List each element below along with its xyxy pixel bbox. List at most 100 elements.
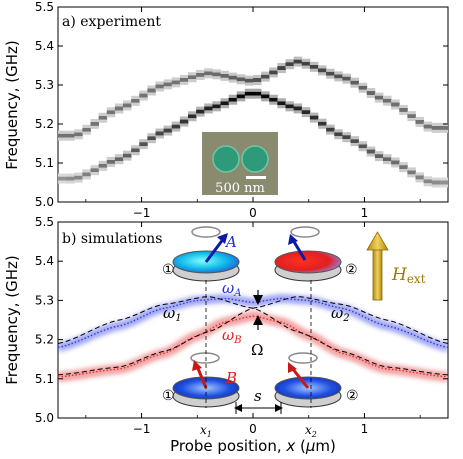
spectrum-halo — [253, 95, 262, 99]
spectrum-halo — [155, 88, 165, 92]
scale-bar — [246, 176, 266, 179]
spectrum-halo — [309, 61, 319, 65]
spectrum-halo — [147, 133, 156, 137]
spectrum-halo — [350, 143, 360, 147]
spectrum-halo — [171, 84, 181, 88]
spectrum-pixel — [374, 95, 384, 100]
spectrum-pixel — [439, 125, 448, 130]
label-x2: x2 — [305, 423, 317, 439]
spectrum-halo — [114, 103, 124, 107]
spectrum-pixel — [106, 110, 116, 115]
spectrum-pixel — [58, 176, 67, 181]
spectrum-pixel — [253, 91, 262, 96]
spectrum-pixel — [163, 128, 173, 133]
spectrum-pixel — [326, 71, 335, 76]
spectrum-halo — [301, 114, 311, 118]
spectrum-halo — [236, 81, 246, 85]
spectrum-halo — [139, 90, 148, 94]
spectrum-halo — [114, 154, 124, 158]
spectrum-halo — [155, 135, 165, 139]
inset-micrograph: 500 nm — [202, 132, 278, 196]
spectrum-pixel — [228, 97, 238, 102]
spectrum-pixel — [74, 175, 83, 180]
spectrum-halo — [188, 111, 197, 115]
panel-b-ylabel: Frequency, (GHz) — [3, 255, 21, 385]
panel-a-axes: −1 0 1 5.0 5.1 5.2 5.3 5.4 5.5 — [35, 0, 448, 220]
spectrum-halo — [90, 165, 100, 169]
spectrum-pixel — [334, 132, 343, 137]
spectrum-halo — [269, 67, 278, 71]
spectrum-halo — [212, 101, 221, 105]
spectrum-halo — [301, 65, 311, 69]
disk-number-1-bottom: ① — [162, 388, 175, 404]
spectrum-halo — [407, 111, 416, 115]
svg-text:ωB: ωB — [222, 326, 242, 346]
mode-A-line — [58, 297, 448, 349]
spectrum-halo — [415, 172, 425, 176]
panel-a: 500 nm a) experiment −1 0 1 5.0 5.1 5.2 5.3 5.4… — [3, 0, 449, 220]
spectrum-halo — [66, 130, 75, 134]
spectrum-halo — [74, 172, 83, 176]
arrowhead-a2-icon — [288, 234, 298, 245]
spectrum-halo — [358, 148, 368, 152]
spectrum-halo — [350, 136, 360, 140]
spectrum-pixel — [188, 114, 197, 119]
panel-a-ylabel: Frequency, (GHz) — [3, 40, 21, 170]
spectrum-pixel — [318, 68, 327, 73]
spectrum-halo — [350, 84, 360, 88]
y-tick-label: 5.1 — [35, 156, 54, 170]
spectrum-halo — [90, 118, 100, 122]
spectrum-pixel — [98, 115, 108, 120]
spectrum-halo — [326, 68, 335, 72]
spectrum-halo — [228, 79, 238, 83]
spectrum-pixel — [334, 74, 343, 79]
spectrum-halo — [358, 141, 368, 145]
spectrum-halo — [309, 68, 319, 72]
disk-1-image — [212, 145, 240, 173]
arrowhead-a1-icon — [217, 233, 228, 244]
spectrum-halo — [98, 119, 108, 123]
label-gap-Omega: Ω — [251, 341, 263, 359]
spectrum-pixel — [326, 127, 335, 132]
spectrum-pixel — [204, 106, 213, 111]
spectrum-halo — [334, 78, 343, 82]
spectrum-halo — [179, 123, 189, 127]
spectrum-halo — [123, 107, 132, 111]
spectrum-halo — [253, 81, 262, 85]
spectrum-halo — [220, 98, 230, 102]
spectrum-halo — [366, 153, 376, 157]
spectrum-pixel — [131, 98, 140, 103]
spectrum-halo — [309, 119, 319, 123]
spectrum-pixel — [123, 103, 132, 108]
label-omega-B: ωB — [222, 326, 242, 346]
spectrum-pixel — [66, 133, 75, 138]
spectrum-pixel — [204, 71, 213, 76]
spectrum-halo — [439, 184, 448, 188]
spectrum-halo — [212, 108, 221, 112]
spectrum-halo — [98, 112, 108, 116]
spectrum-halo — [391, 157, 400, 161]
spectrum-halo — [326, 124, 335, 128]
spectrum-pixel — [114, 106, 124, 111]
spectrum-pixel — [350, 80, 360, 85]
spectrum-halo — [155, 81, 165, 85]
panel-a-label: a) experiment — [62, 14, 161, 30]
spectrum-pixel — [415, 119, 425, 124]
spectrum-halo — [106, 114, 116, 118]
spectrum-halo — [236, 91, 246, 95]
spectrum-halo — [383, 102, 392, 106]
spectrum-pixel — [374, 154, 384, 159]
spectrum-halo — [98, 160, 108, 164]
spectrum-halo — [188, 72, 197, 76]
spectrum-halo — [277, 105, 286, 109]
y-tick-label: 5.0 — [35, 195, 54, 209]
spectrum-pixel — [244, 91, 254, 96]
spectrum-halo — [277, 98, 286, 102]
spectrum-pixel — [171, 80, 181, 85]
spectrum-pixel — [431, 180, 441, 185]
spectrum-halo — [147, 140, 156, 144]
spectrum-halo — [244, 88, 254, 92]
spectrum-halo — [188, 79, 197, 83]
spectrum-pixel — [293, 59, 303, 64]
spectrum-halo — [171, 77, 181, 81]
